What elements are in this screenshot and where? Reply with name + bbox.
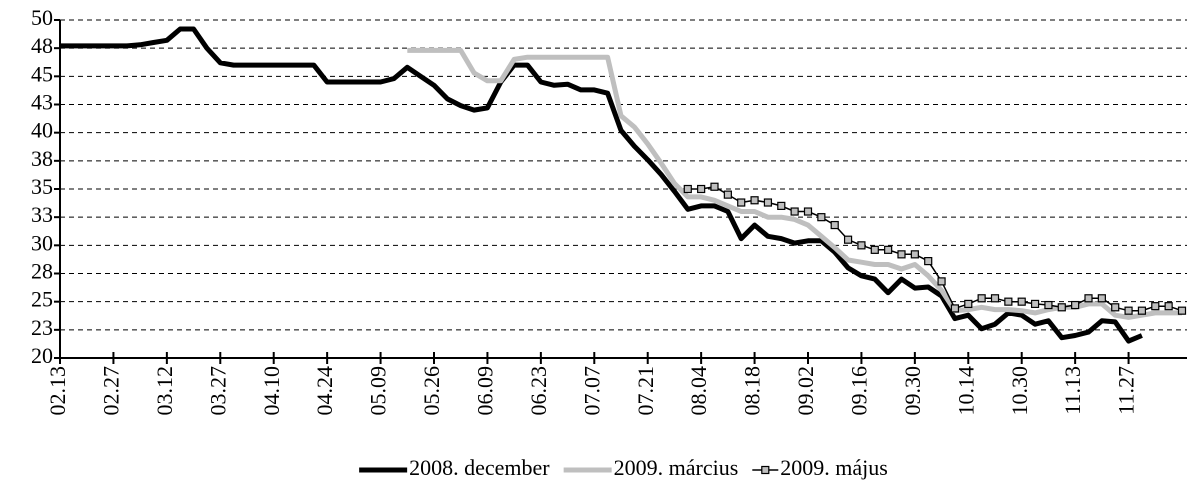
x-tick-label: 04.10 xyxy=(259,366,284,416)
x-tick-label: 09.16 xyxy=(846,366,871,416)
x-tick-label: 03.27 xyxy=(205,366,230,416)
x-tick-label: 02.13 xyxy=(45,366,70,416)
point-marker xyxy=(1030,299,1040,309)
point-marker xyxy=(1164,302,1173,311)
point-marker xyxy=(1004,297,1013,306)
point-marker xyxy=(1111,303,1120,312)
point-marker xyxy=(1084,294,1093,303)
y-tick-label: 23 xyxy=(31,315,53,340)
x-tick-label: 04.24 xyxy=(312,366,337,416)
point-marker xyxy=(990,294,1000,303)
point-marker xyxy=(937,277,946,286)
point-marker xyxy=(884,245,893,254)
y-tick-label: 43 xyxy=(31,90,53,115)
y-tick-label: 40 xyxy=(31,118,53,143)
point-marker xyxy=(1177,306,1187,315)
legend-label: 2009. március xyxy=(614,455,739,480)
x-tick-label: 07.21 xyxy=(633,366,658,416)
legend-marker xyxy=(761,465,770,475)
point-marker xyxy=(710,182,719,191)
point-marker xyxy=(1071,300,1080,310)
point-marker xyxy=(750,196,759,205)
x-tick-label: 11.27 xyxy=(1114,366,1139,415)
y-tick-label: 35 xyxy=(31,174,53,199)
x-tick-label: 05.09 xyxy=(366,366,391,416)
point-marker xyxy=(897,250,906,259)
legend-label: 2008. december xyxy=(409,455,550,480)
point-marker xyxy=(910,250,919,259)
point-marker xyxy=(857,241,866,250)
point-marker xyxy=(790,207,799,216)
point-marker xyxy=(723,190,732,199)
point-marker xyxy=(1151,302,1160,311)
x-tick-label: 08.18 xyxy=(740,366,765,416)
point-marker xyxy=(803,207,813,216)
point-marker xyxy=(683,184,692,194)
point-marker xyxy=(1124,306,1133,315)
point-marker xyxy=(763,198,773,207)
y-tick-label: 38 xyxy=(31,146,53,171)
y-tick-label: 33 xyxy=(31,202,53,227)
y-tick-label: 45 xyxy=(31,61,53,86)
series-line xyxy=(407,47,1182,320)
point-marker xyxy=(1044,300,1053,310)
x-tick-label: 08.04 xyxy=(686,366,711,416)
y-tick-label: 20 xyxy=(31,343,53,368)
point-marker xyxy=(1137,306,1147,315)
y-tick-label: 25 xyxy=(31,287,53,312)
x-tick-label: 10.14 xyxy=(953,366,978,416)
x-tick-label: 02.27 xyxy=(98,366,123,416)
point-marker xyxy=(964,299,973,309)
y-tick-label: 28 xyxy=(31,259,53,284)
series-line xyxy=(60,26,1143,344)
x-tick-label: 07.07 xyxy=(579,366,604,416)
x-tick-label: 06.09 xyxy=(472,366,497,416)
y-tick-label: 48 xyxy=(31,33,53,58)
point-marker xyxy=(830,220,839,230)
point-marker xyxy=(977,294,986,303)
legend-label: 2009. május xyxy=(780,455,888,480)
x-tick-label: 05.26 xyxy=(419,366,444,416)
point-marker xyxy=(1017,297,1026,306)
point-marker xyxy=(737,198,746,207)
x-tick-label: 09.30 xyxy=(900,366,925,416)
point-marker xyxy=(1057,303,1066,312)
x-tick-label: 09.02 xyxy=(793,366,818,416)
point-marker xyxy=(777,201,786,210)
y-tick-label: 50 xyxy=(31,5,53,30)
y-tick-label: 30 xyxy=(31,230,53,255)
point-marker xyxy=(843,235,853,244)
x-tick-label: 10.30 xyxy=(1007,366,1032,416)
point-marker xyxy=(924,257,933,266)
x-tick-label: 11.13 xyxy=(1060,366,1085,415)
point-marker xyxy=(817,213,826,222)
point-marker xyxy=(870,245,879,254)
x-tick-label: 03.12 xyxy=(152,366,177,416)
point-marker xyxy=(1097,294,1106,303)
point-marker xyxy=(697,184,706,194)
point-marker xyxy=(950,304,960,313)
x-tick-label: 06.23 xyxy=(526,366,551,416)
legend: 2008. december 2009. március 2009. május xyxy=(359,455,888,480)
